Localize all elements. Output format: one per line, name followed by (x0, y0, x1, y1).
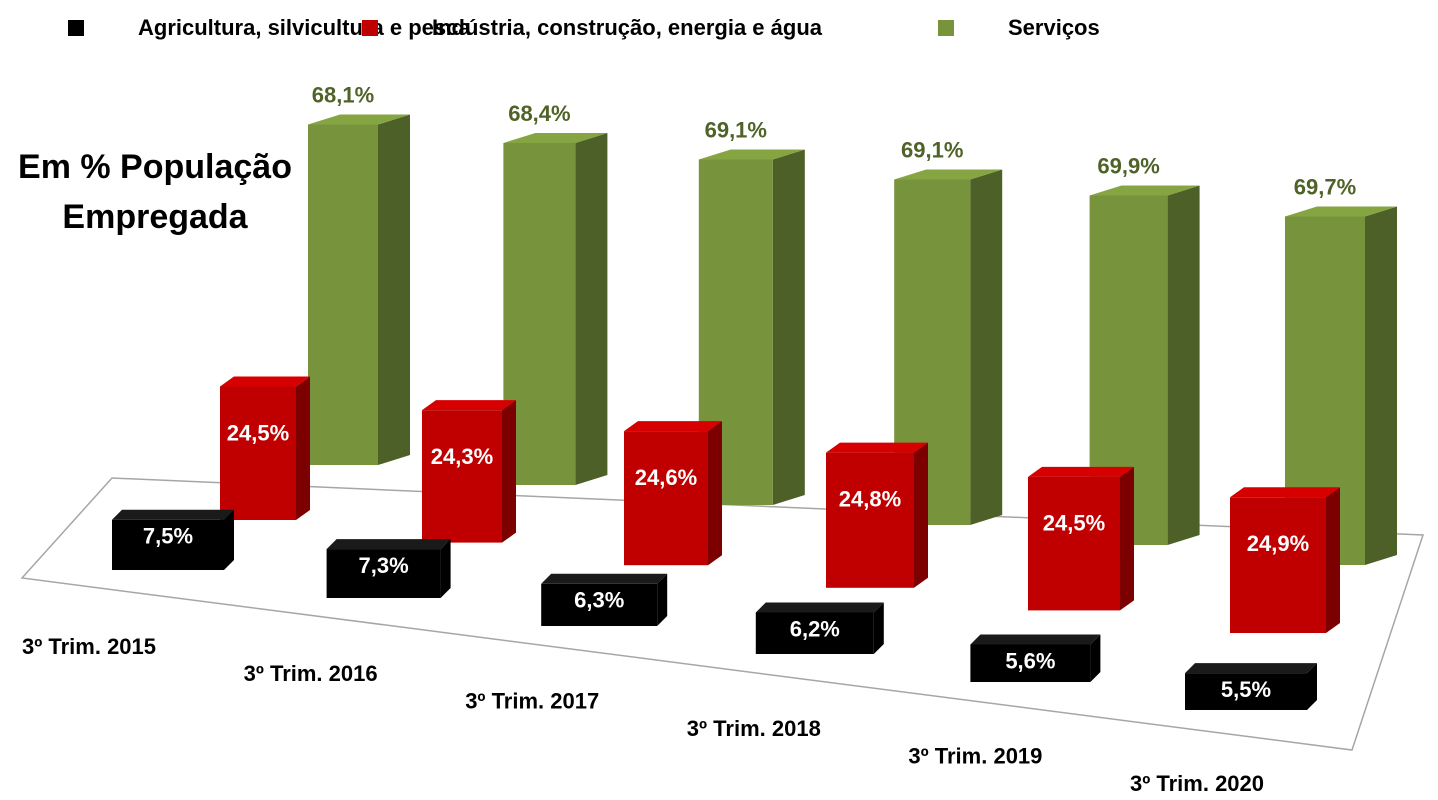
bar-side (970, 169, 1003, 525)
bar (624, 421, 722, 566)
bar-top (970, 634, 1101, 645)
bar-top (1028, 466, 1134, 477)
bar-top (894, 169, 1003, 180)
bar-top (112, 509, 234, 520)
bar-top (308, 114, 410, 125)
bar-side (224, 509, 234, 570)
bar (308, 114, 410, 465)
bar-front (422, 410, 502, 543)
bar (894, 169, 1003, 525)
bar-side (575, 133, 608, 485)
bar (1028, 466, 1134, 611)
x-tick-label: 3º Trim. 2020 (1130, 771, 1264, 796)
bar (326, 539, 451, 598)
bar-top (1285, 206, 1397, 217)
bar-front (308, 124, 378, 465)
value-label: 5,6% (1005, 648, 1055, 673)
value-label: 24,3% (431, 444, 493, 469)
value-label: 68,4% (508, 101, 570, 126)
x-tick-label: 3º Trim. 2017 (465, 689, 599, 714)
bar-front (112, 519, 224, 570)
bar-top (826, 442, 928, 453)
bar (541, 573, 668, 626)
bar-side (873, 602, 884, 654)
bar-top (422, 400, 516, 411)
value-label: 24,9% (1247, 531, 1309, 556)
legend-swatch (362, 20, 378, 36)
bar (755, 602, 884, 654)
bar-side (1307, 663, 1317, 710)
bar-side (657, 573, 668, 626)
value-label: 69,9% (1097, 153, 1159, 178)
bar-side (1365, 206, 1397, 565)
bar (826, 442, 928, 588)
bar-top (1185, 663, 1317, 674)
value-label: 6,3% (574, 588, 624, 613)
bar-front (755, 612, 874, 654)
value-label: 7,5% (143, 524, 193, 549)
value-label: 24,6% (635, 465, 697, 490)
bar (112, 509, 234, 570)
bar-side (440, 539, 451, 598)
value-label: 5,5% (1221, 677, 1271, 702)
bar-side (914, 442, 928, 588)
value-label: 69,7% (1294, 174, 1356, 199)
bar-side (1326, 487, 1340, 633)
value-label: 24,5% (1043, 511, 1105, 536)
bar-side (1120, 466, 1134, 611)
bar (422, 400, 516, 543)
bar-front (1230, 497, 1326, 633)
bar (970, 634, 1101, 682)
x-tick-label: 3º Trim. 2019 (908, 743, 1042, 768)
bar-top (541, 573, 668, 584)
bar-top (220, 376, 310, 387)
x-tick-label: 3º Trim. 2016 (244, 661, 378, 686)
bar-front (326, 549, 441, 598)
legend-swatch (68, 20, 84, 36)
bar-side (378, 114, 410, 465)
bar-top (624, 421, 722, 432)
value-label: 68,1% (312, 82, 374, 107)
value-label: 69,1% (901, 137, 963, 162)
bar-front (970, 644, 1091, 682)
bar-side (772, 149, 805, 505)
chart-title: Em % População Empregada (18, 148, 292, 236)
x-tick-label: 3º Trim. 2015 (22, 634, 156, 659)
bar (1185, 663, 1317, 710)
bar-front (1185, 673, 1307, 710)
bar (1230, 487, 1340, 633)
value-label: 69,1% (705, 117, 767, 142)
legend-swatch (938, 20, 954, 36)
bar-top (1089, 185, 1200, 196)
legend-label: Agricultura, silvicultura e pesca (138, 15, 471, 40)
bar-top (326, 539, 451, 550)
value-label: 24,8% (839, 486, 901, 511)
bar (503, 133, 608, 485)
bar-top (755, 602, 884, 613)
bar-front (624, 431, 708, 566)
bar-side (1090, 634, 1101, 682)
bar-front (220, 386, 296, 520)
bar-side (1167, 185, 1200, 545)
bar (220, 376, 310, 520)
bar-top (1230, 487, 1340, 498)
bar-top (698, 149, 805, 160)
bar-side (296, 376, 310, 520)
bar-top (503, 133, 608, 143)
bar-front (1028, 476, 1120, 611)
legend-label: Serviços (1008, 15, 1100, 40)
bar-front (541, 583, 658, 626)
x-tick-label: 3º Trim. 2018 (687, 716, 821, 741)
bar-side (502, 400, 516, 543)
bar-front (826, 452, 914, 588)
value-label: 24,5% (227, 420, 289, 445)
legend-label: Indústria, construção, energia e água (432, 15, 823, 40)
value-label: 6,2% (790, 616, 840, 641)
bar-side (708, 421, 722, 566)
value-label: 7,3% (359, 553, 409, 578)
